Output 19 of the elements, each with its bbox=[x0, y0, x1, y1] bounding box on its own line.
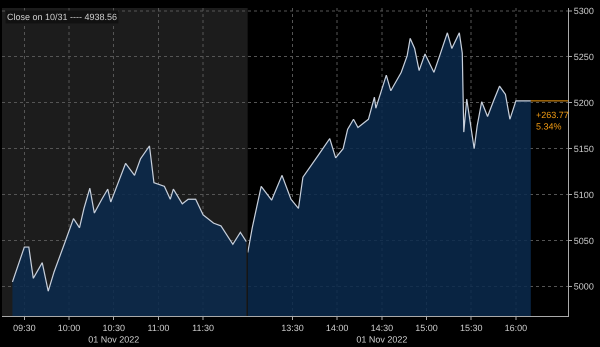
x-tick-label: 16:00 bbox=[504, 322, 528, 333]
x-tick-label: 15:30 bbox=[460, 322, 482, 333]
x-tick-label: 10:30 01 Nov 2022 bbox=[88, 322, 140, 344]
x-tick-label: 13:30 bbox=[281, 322, 304, 333]
x-tick-label: 09:30 bbox=[13, 322, 36, 333]
y-tick-label: 5050 bbox=[574, 236, 594, 246]
x-tick-label: 10:00 bbox=[58, 322, 80, 333]
x-tick-label: 11:30 bbox=[192, 322, 214, 333]
x-tick-label: 11:00 bbox=[147, 322, 170, 333]
y-tick-label: 5300 bbox=[574, 6, 594, 16]
y-tick-label: 5200 bbox=[574, 98, 594, 108]
y-tick-label: 5150 bbox=[574, 144, 594, 154]
x-tick-label: 15:00 bbox=[415, 322, 438, 333]
y-tick-label: 5250 bbox=[574, 52, 594, 62]
x-tick-label: 14:30 01 Nov 2022 bbox=[356, 322, 408, 344]
x-tick-label: 14:00 bbox=[326, 322, 348, 333]
annotation: Close on 10/31 ---- 4938.56 bbox=[7, 12, 118, 22]
y-tick-label: 5000 bbox=[574, 282, 594, 292]
y-tick-label: 5100 bbox=[574, 190, 594, 200]
